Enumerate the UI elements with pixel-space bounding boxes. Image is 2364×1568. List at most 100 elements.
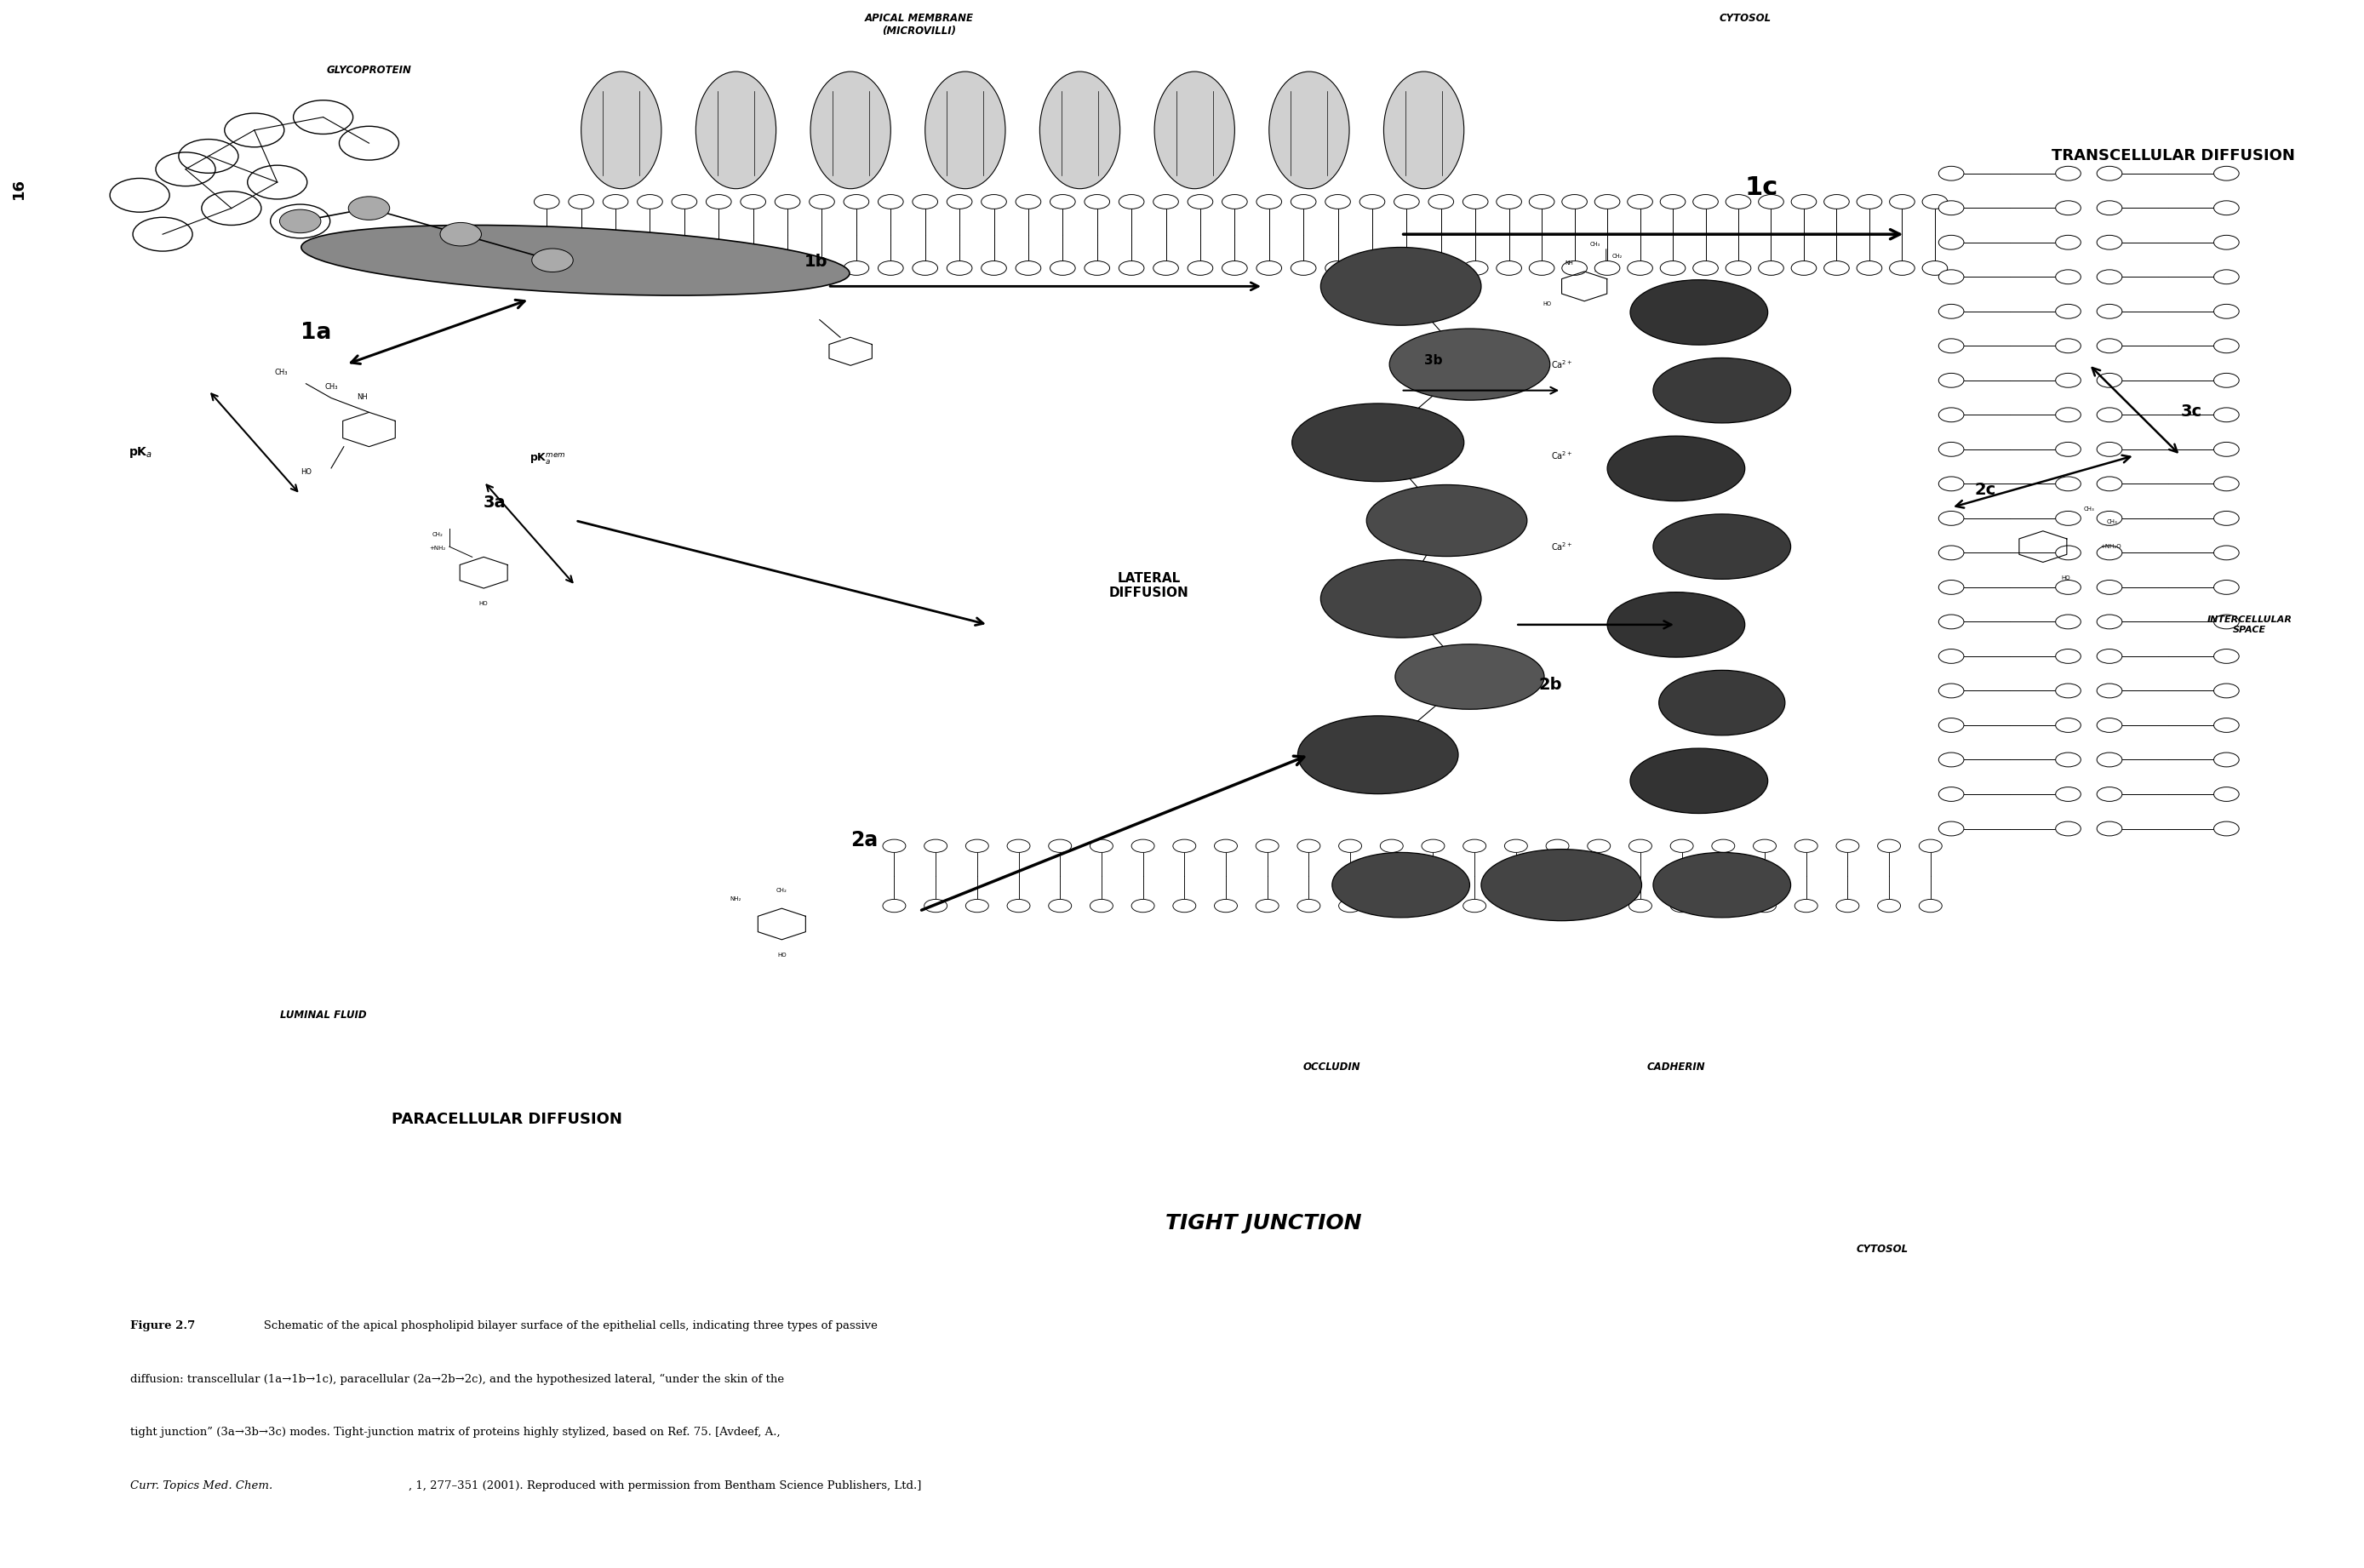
Circle shape xyxy=(1938,615,1964,629)
Circle shape xyxy=(1050,194,1076,209)
Circle shape xyxy=(2057,580,2080,594)
Circle shape xyxy=(2213,408,2239,422)
Circle shape xyxy=(1712,900,1735,913)
Circle shape xyxy=(1938,235,1964,249)
Circle shape xyxy=(1291,260,1317,276)
Circle shape xyxy=(2213,270,2239,284)
Circle shape xyxy=(1085,194,1109,209)
Circle shape xyxy=(1938,408,1964,422)
Circle shape xyxy=(1359,194,1385,209)
Circle shape xyxy=(844,260,870,276)
Ellipse shape xyxy=(924,72,1005,188)
Ellipse shape xyxy=(1321,248,1482,325)
Text: CH₃: CH₃ xyxy=(2083,506,2095,511)
Circle shape xyxy=(1693,260,1719,276)
Circle shape xyxy=(1187,194,1213,209)
Ellipse shape xyxy=(1652,853,1792,917)
Circle shape xyxy=(1050,260,1076,276)
Circle shape xyxy=(1291,194,1317,209)
Circle shape xyxy=(1596,260,1619,276)
Circle shape xyxy=(1530,260,1556,276)
Ellipse shape xyxy=(1390,329,1551,400)
Text: TIGHT JUNCTION: TIGHT JUNCTION xyxy=(1165,1214,1362,1234)
Circle shape xyxy=(1255,900,1279,913)
Circle shape xyxy=(1326,194,1350,209)
Circle shape xyxy=(1671,900,1693,913)
Circle shape xyxy=(1222,260,1248,276)
Circle shape xyxy=(1922,194,1948,209)
Circle shape xyxy=(2057,615,2080,629)
Text: CYTOSOL: CYTOSOL xyxy=(1719,13,1771,24)
Circle shape xyxy=(1754,839,1775,853)
Circle shape xyxy=(1922,260,1948,276)
Circle shape xyxy=(1938,684,1964,698)
Circle shape xyxy=(1187,260,1213,276)
Circle shape xyxy=(775,260,799,276)
Text: HO: HO xyxy=(778,953,787,958)
Circle shape xyxy=(567,194,593,209)
Circle shape xyxy=(740,194,766,209)
Circle shape xyxy=(2097,718,2123,732)
Circle shape xyxy=(924,900,948,913)
Circle shape xyxy=(1381,839,1404,853)
Ellipse shape xyxy=(1652,358,1792,423)
Text: INTERCELLULAR
SPACE: INTERCELLULAR SPACE xyxy=(2206,616,2293,633)
Circle shape xyxy=(2057,787,2080,801)
Circle shape xyxy=(1938,339,1964,353)
Text: pK$_a^{mem}$: pK$_a^{mem}$ xyxy=(530,452,565,467)
Circle shape xyxy=(2097,442,2123,456)
Circle shape xyxy=(1693,194,1719,209)
Circle shape xyxy=(2213,753,2239,767)
Circle shape xyxy=(440,223,482,246)
Ellipse shape xyxy=(1154,72,1234,188)
Circle shape xyxy=(671,194,697,209)
Circle shape xyxy=(2213,339,2239,353)
Circle shape xyxy=(1215,900,1236,913)
Circle shape xyxy=(2057,822,2080,836)
Circle shape xyxy=(882,839,905,853)
Text: CH₃: CH₃ xyxy=(2106,519,2118,524)
Circle shape xyxy=(2213,304,2239,318)
Circle shape xyxy=(1496,194,1522,209)
Circle shape xyxy=(2213,822,2239,836)
Circle shape xyxy=(1589,839,1610,853)
Text: 3b: 3b xyxy=(1423,354,1442,367)
Text: Ca$^{2+}$: Ca$^{2+}$ xyxy=(1551,450,1572,461)
Text: CYTOSOL: CYTOSOL xyxy=(1856,1243,1908,1254)
Circle shape xyxy=(1546,900,1570,913)
Circle shape xyxy=(1712,839,1735,853)
Circle shape xyxy=(2057,235,2080,249)
Ellipse shape xyxy=(300,226,849,295)
Ellipse shape xyxy=(811,72,891,188)
Circle shape xyxy=(2057,373,2080,387)
Circle shape xyxy=(981,194,1007,209)
Text: HO: HO xyxy=(480,601,489,607)
Text: Curr. Topics Med. Chem.: Curr. Topics Med. Chem. xyxy=(130,1480,272,1491)
Text: CH₃: CH₃ xyxy=(1591,241,1600,246)
Circle shape xyxy=(2213,373,2239,387)
Circle shape xyxy=(2097,511,2123,525)
Circle shape xyxy=(2213,235,2239,249)
Circle shape xyxy=(2213,511,2239,525)
Circle shape xyxy=(1338,839,1362,853)
Text: 1a: 1a xyxy=(300,321,331,343)
Ellipse shape xyxy=(1333,853,1470,917)
Text: CH₂: CH₂ xyxy=(775,887,787,892)
Circle shape xyxy=(1920,839,1941,853)
Circle shape xyxy=(1090,900,1113,913)
Circle shape xyxy=(348,196,390,220)
Text: 1b: 1b xyxy=(804,254,827,270)
Circle shape xyxy=(1381,900,1404,913)
Circle shape xyxy=(1463,260,1487,276)
Circle shape xyxy=(1463,900,1487,913)
Circle shape xyxy=(2097,753,2123,767)
Circle shape xyxy=(1837,839,1858,853)
Circle shape xyxy=(1255,839,1279,853)
Circle shape xyxy=(638,194,662,209)
Ellipse shape xyxy=(1608,593,1745,657)
Text: CH₂: CH₂ xyxy=(1612,254,1622,259)
Circle shape xyxy=(1428,260,1454,276)
Circle shape xyxy=(1017,260,1040,276)
Ellipse shape xyxy=(1293,403,1463,481)
Ellipse shape xyxy=(1660,670,1785,735)
